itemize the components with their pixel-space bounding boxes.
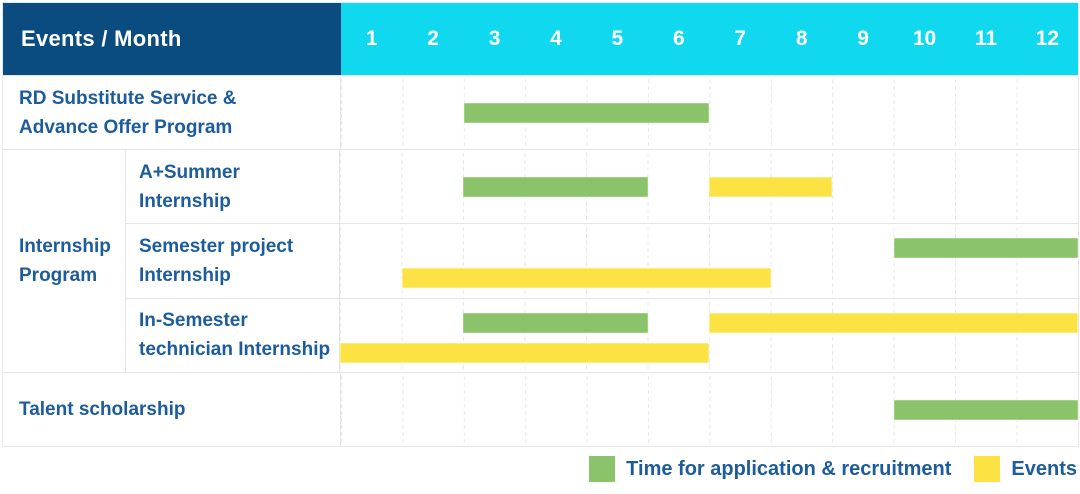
month-header-cell: 12 <box>1035 27 1060 50</box>
row-label-line: In-Semester <box>139 310 248 332</box>
row-label-line: A+Summer <box>139 161 240 183</box>
month-header-cell: 6 <box>672 27 685 50</box>
gantt-bar-application <box>463 103 710 123</box>
gantt-bar-application <box>893 400 1078 420</box>
row-label-line: Internship <box>139 190 231 212</box>
month-header-cell: 4 <box>550 27 562 50</box>
row-group-label-line: Program <box>19 265 98 286</box>
gantt-bar-event <box>340 342 709 363</box>
gantt-bar-event <box>709 312 1078 333</box>
row-label: A+Summer Internship <box>126 150 340 224</box>
row-label-line: RD Substitute Service & <box>19 87 237 109</box>
row-group-label-line: Internship <box>19 236 111 257</box>
row-timeline <box>341 373 1078 446</box>
gantt-bar-application <box>463 312 648 333</box>
row-label-line: Semester project <box>139 235 294 257</box>
row-timeline <box>340 224 1078 298</box>
month-header-cell: 10 <box>912 27 937 50</box>
month-header-row: 1 2 3 4 5 6 7 8 9 10 11 12 <box>341 3 1078 75</box>
table-row-group: Internship Program A+Summer Internship Semes… <box>3 149 1078 372</box>
chart-legend: Time for application & recruitment Events <box>566 456 1077 482</box>
row-label: Semester project Internship <box>126 224 340 298</box>
row-label-line: technician Internship <box>139 339 331 361</box>
legend-label: Time for application & recruitment <box>626 457 952 480</box>
row-group-label: Internship Program <box>3 150 126 372</box>
gantt-bar-application <box>463 177 648 197</box>
month-header-cell: 1 <box>365 27 378 50</box>
month-header-cell: 3 <box>488 27 501 50</box>
month-header-cell: 8 <box>795 27 808 50</box>
row-label: RD Substitute Service & Advance Offer Pro… <box>3 76 341 149</box>
table-row: Semester project Internship <box>126 223 1078 298</box>
legend-item-application: Time for application & recruitment <box>589 456 951 482</box>
group-subrows: A+Summer Internship Semester project Intern… <box>126 150 1078 372</box>
table-row: In-Semester technician Internship <box>126 297 1078 372</box>
events-month-header-cell: Events / Month <box>3 3 341 75</box>
table-header-row: Events / Month 1 2 3 4 5 6 7 8 9 10 11 12 <box>3 3 1078 75</box>
table-row: RD Substitute Service & Advance Offer Pro… <box>3 75 1078 149</box>
month-header-cell: 2 <box>427 27 439 50</box>
table-body: RD Substitute Service & Advance Offer Pro… <box>3 75 1078 446</box>
legend-label: Events <box>1011 457 1077 480</box>
legend-swatch-event <box>974 456 1001 482</box>
month-header-cell: 11 <box>974 27 998 50</box>
row-timeline <box>340 298 1078 372</box>
row-label-line: Internship <box>139 264 231 286</box>
table-row: A+Summer Internship <box>126 150 1078 224</box>
gantt-bar-application <box>893 238 1078 259</box>
table-row: Talent scholarship <box>3 372 1078 446</box>
month-header-cell: 5 <box>611 27 624 50</box>
row-label: Talent scholarship <box>3 373 341 446</box>
row-label-line: Advance Offer Program <box>19 116 233 138</box>
row-label: In-Semester technician Internship <box>126 298 340 372</box>
legend-swatch-application <box>589 456 616 482</box>
gantt-bar-event <box>401 268 771 289</box>
row-timeline <box>341 76 1078 149</box>
month-header-cell: 7 <box>734 27 747 50</box>
gantt-bar-event <box>709 177 832 197</box>
row-timeline <box>340 150 1078 224</box>
row-label-line: Talent scholarship <box>19 399 186 420</box>
legend-item-event: Events <box>974 456 1077 482</box>
month-header-cell: 9 <box>857 27 869 50</box>
gantt-table: Events / Month 1 2 3 4 5 6 7 8 9 10 11 12 RD Substi… <box>2 2 1079 447</box>
